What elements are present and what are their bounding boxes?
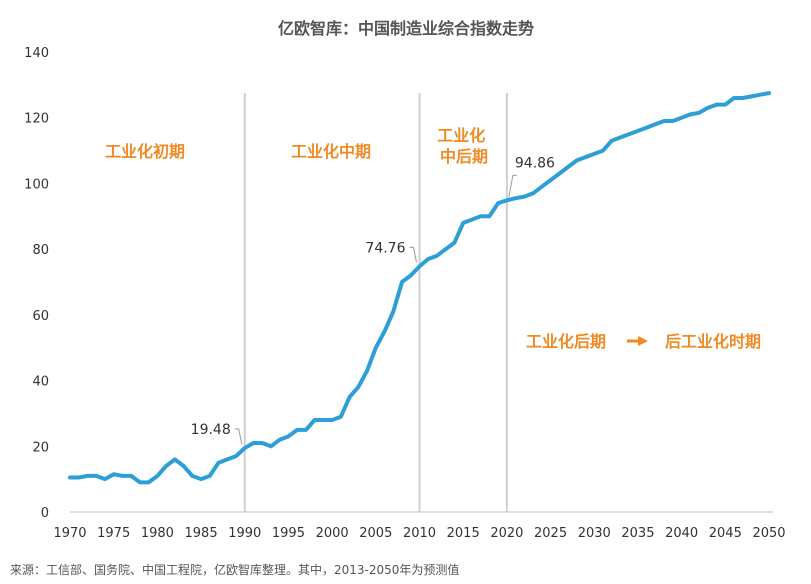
x-tick-label: 1995 — [272, 526, 305, 541]
callout-label: 94.86 — [515, 155, 555, 171]
x-tick-label: 2005 — [359, 526, 392, 541]
callout-label: 19.48 — [191, 422, 231, 438]
y-tick-label: 140 — [24, 46, 49, 61]
callout-label: 74.76 — [365, 240, 405, 256]
y-axis-ticks: 0 20 40 60 80 100 120 140 — [24, 46, 49, 521]
x-tick-label: 2000 — [316, 526, 349, 541]
x-axis-ticks: 1970 1975 1980 1985 1990 1995 2000 2005 2010 2015… — [53, 526, 785, 541]
arrow-icon — [627, 336, 648, 346]
chart-title: 亿欧智库：中国制造业综合指数走势 — [278, 19, 534, 38]
y-tick-label: 20 — [32, 440, 49, 455]
value-callouts: 19.48 74.76 94.86 — [191, 155, 555, 445]
x-tick-label: 2035 — [621, 526, 654, 541]
x-tick-label: 1970 — [53, 526, 86, 541]
x-tick-label: 1990 — [228, 526, 261, 541]
y-tick-label: 40 — [32, 375, 49, 390]
y-tick-label: 120 — [24, 112, 49, 127]
x-tick-label: 1985 — [185, 526, 218, 541]
x-tick-label: 2010 — [403, 526, 436, 541]
y-tick-label: 100 — [24, 177, 49, 192]
callout-leader-line — [409, 246, 417, 263]
y-tick-label: 60 — [32, 309, 49, 324]
phase-dividers — [243, 93, 508, 512]
series-line — [68, 91, 771, 485]
x-tick-label: 2025 — [534, 526, 567, 541]
x-tick-label: 2050 — [752, 526, 785, 541]
y-tick-label: 0 — [41, 506, 49, 521]
x-tick-label: 2015 — [447, 526, 480, 541]
phase-label-late: 工业化后期 — [526, 332, 606, 351]
phase-label-early: 工业化初期 — [105, 142, 185, 161]
y-tick-label: 80 — [32, 243, 49, 258]
phase-label-middle: 工业化中期 — [291, 142, 371, 161]
x-tick-label: 1975 — [97, 526, 130, 541]
x-tick-label: 2020 — [490, 526, 523, 541]
x-tick-label: 1980 — [141, 526, 174, 541]
x-tick-label: 2040 — [665, 526, 698, 541]
callout-leader-line — [508, 174, 517, 198]
source-note: 来源：工信部、国务院、中国工程院，亿欧智库整理。其中，2013-2050年为预测… — [10, 562, 459, 577]
x-tick-label: 2045 — [709, 526, 742, 541]
callout-leader-line — [234, 428, 243, 445]
x-tick-label: 2030 — [578, 526, 611, 541]
phase-label-post-industrial: 后工业化时期 — [665, 332, 761, 351]
phase-label-mid-late: 工业化 中后期 — [437, 126, 491, 166]
